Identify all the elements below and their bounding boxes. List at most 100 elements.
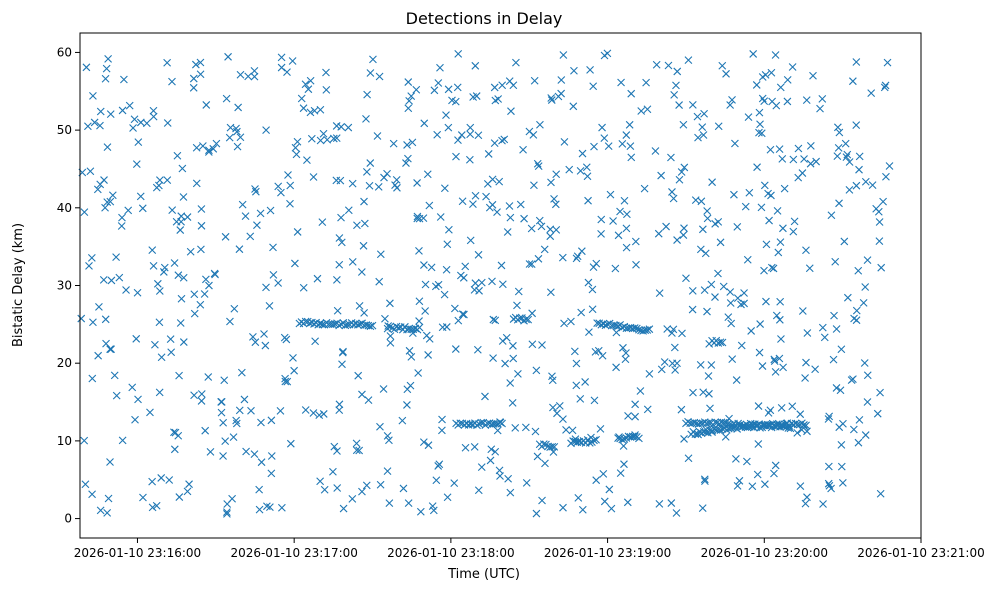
data-point [697,197,706,206]
data-point [393,183,401,192]
data-point [179,338,188,346]
data-point [834,143,843,152]
data-point [318,218,327,227]
data-point [108,191,117,200]
data-point [775,145,784,154]
data-point [102,64,111,73]
data-point [852,181,861,190]
data-point [726,288,735,296]
data-point [470,442,479,451]
data-point [701,477,709,485]
data-point [770,355,779,364]
data-point [539,440,548,449]
data-point [679,120,688,129]
data-point [562,425,570,434]
data-point [775,315,784,324]
data-point [219,418,228,427]
data-point [836,386,845,395]
data-point [757,129,766,138]
data-point [466,236,475,245]
data-point [163,176,172,185]
data-point [438,415,446,424]
data-point [700,109,709,118]
data-point [673,67,682,76]
data-point [392,175,401,184]
data-point [348,258,357,266]
data-point [536,120,544,129]
data-point [454,49,463,58]
data-point [165,476,174,484]
data-point [776,83,785,92]
data-point [355,301,364,310]
data-point [789,155,798,164]
data-point [778,154,787,163]
data-point [770,469,778,478]
data-point [343,320,352,329]
data-point [684,56,693,64]
data-point [599,470,608,478]
data-point [655,499,664,508]
data-point [107,276,116,285]
data-point [232,124,240,133]
data-point [444,123,453,132]
data-point [210,269,219,278]
data-point [249,332,257,341]
data-point [756,320,765,328]
data-point [88,490,96,499]
data-point [251,187,260,196]
data-point [502,333,511,342]
data-point [115,273,124,282]
data-point [389,139,398,148]
data-point [766,145,775,154]
data-point [509,354,518,363]
data-point [250,72,259,81]
data-point [179,273,188,282]
data-point [832,325,841,333]
data-point [528,309,537,318]
data-point [490,139,499,148]
data-point [291,259,299,268]
x-tick-label: 2026-01-10 23:19:00 [544,546,671,560]
data-point [316,105,325,114]
data-point [577,308,586,317]
data-point [537,222,546,231]
data-point [316,136,325,145]
data-point [177,212,186,221]
data-point [743,255,752,264]
data-point [183,487,192,496]
data-point [600,497,609,506]
data-point [617,78,625,87]
data-point [335,260,344,269]
data-point [598,351,607,360]
data-point [149,262,158,270]
data-point [757,203,766,212]
data-point [170,259,179,267]
data-point [668,359,677,368]
data-point [881,81,890,90]
data-point [801,374,809,382]
data-point [622,349,630,357]
data-point [583,172,592,181]
data-point [835,128,844,137]
data-point [384,322,393,330]
data-point [192,143,201,152]
data-point [420,261,428,269]
x-axis-label: Time (UTC) [447,567,520,582]
data-point [415,323,424,332]
data-point [677,168,686,176]
data-point [512,58,520,67]
data-point [788,402,797,411]
data-point [206,448,215,456]
data-point [877,263,886,272]
data-point [362,168,371,176]
data-point [600,134,609,142]
data-point [838,478,847,487]
data-point [800,155,808,163]
data-point [373,132,382,140]
data-point [225,133,234,142]
data-point [124,206,133,215]
data-point [442,111,450,120]
data-point [404,104,413,113]
data-point [153,279,162,288]
data-point [80,436,89,445]
